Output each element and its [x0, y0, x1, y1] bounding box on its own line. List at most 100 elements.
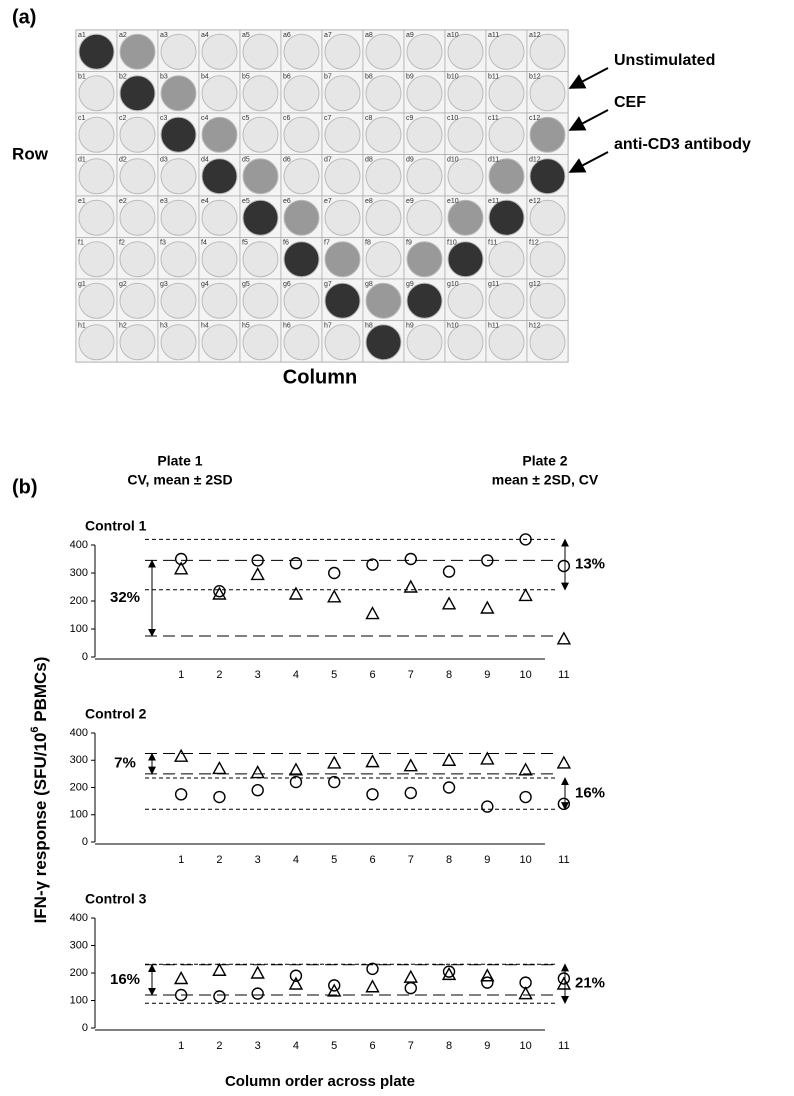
- circle-point: [444, 782, 455, 793]
- well-label: e9: [406, 198, 414, 205]
- well-label: b9: [406, 73, 414, 80]
- triangle-point: [520, 988, 532, 999]
- well: [448, 283, 483, 318]
- x-tick-label: 2: [216, 1040, 222, 1052]
- well-label: f2: [119, 239, 125, 246]
- well-label: d8: [365, 156, 373, 163]
- well-label: b8: [365, 73, 373, 80]
- well: [161, 283, 196, 318]
- well-label: g2: [119, 281, 127, 288]
- well-label: c11: [488, 115, 499, 122]
- well: [448, 117, 483, 152]
- y-tick-label: 100: [70, 623, 88, 635]
- well-label: a7: [324, 32, 332, 39]
- x-tick-label: 10: [519, 854, 531, 866]
- well: [448, 76, 483, 111]
- well: [161, 325, 196, 360]
- cv-label: 32%: [110, 589, 140, 606]
- x-tick-label: 6: [369, 854, 375, 866]
- x-tick-label: 1: [178, 854, 184, 866]
- x-tick-label: 5: [331, 854, 337, 866]
- well-label: a8: [365, 32, 373, 39]
- triangle-point: [252, 568, 264, 579]
- well: [325, 242, 360, 277]
- x-tick-label: 7: [408, 1040, 414, 1052]
- well-label: b5: [242, 73, 250, 80]
- well-label: a1: [78, 32, 86, 39]
- figure: (a) (b) Row Column Unstimulated CEF anti…: [0, 0, 794, 1096]
- well-label: g10: [447, 281, 459, 288]
- well: [284, 34, 319, 69]
- x-tick-label: 8: [446, 1040, 452, 1052]
- circle-point: [367, 789, 378, 800]
- triangle-point: [405, 581, 417, 592]
- x-tick-label: 3: [255, 1040, 261, 1052]
- y-tick-label: 400: [70, 539, 88, 551]
- circle-point: [329, 568, 340, 579]
- well-label: b11: [488, 73, 499, 80]
- plate-header: Plate 2: [522, 453, 567, 469]
- cv-label: 16%: [110, 971, 140, 988]
- well: [243, 34, 278, 69]
- well-label: f8: [365, 239, 371, 246]
- well: [284, 283, 319, 318]
- chart-title: Control 2: [85, 706, 147, 722]
- well-label: d7: [324, 156, 332, 163]
- well-label: a4: [201, 32, 209, 39]
- well-label: f3: [160, 239, 166, 246]
- cv-label: 7%: [114, 755, 136, 772]
- triangle-point: [175, 750, 187, 761]
- arrow: [570, 68, 608, 88]
- well: [161, 76, 196, 111]
- circle-point: [290, 558, 301, 569]
- well: [489, 283, 524, 318]
- cv-label: 13%: [575, 556, 605, 573]
- circle-point: [252, 988, 263, 999]
- well: [489, 242, 524, 277]
- well-label: e6: [283, 198, 291, 205]
- well-label: d6: [283, 156, 291, 163]
- y-tick-label: 0: [82, 651, 88, 663]
- well: [366, 242, 401, 277]
- well-label: c10: [447, 115, 458, 122]
- x-tick-label: 1: [178, 1040, 184, 1052]
- well: [284, 242, 319, 277]
- arrow: [570, 110, 608, 130]
- y-axis-label-part: PBMCs): [31, 657, 50, 727]
- y-axis-label-part: IFN-γ response (SFU/10: [31, 733, 50, 924]
- well: [120, 34, 155, 69]
- well-label: c8: [365, 115, 373, 122]
- well: [366, 34, 401, 69]
- well-label: b3: [160, 73, 168, 80]
- well-label: a6: [283, 32, 291, 39]
- x-tick-label: 11: [558, 669, 569, 681]
- circle-point: [558, 561, 569, 572]
- well: [407, 76, 442, 111]
- triangle-point: [252, 967, 264, 978]
- well: [489, 34, 524, 69]
- well: [325, 34, 360, 69]
- circle-point: [482, 801, 493, 812]
- well: [202, 283, 237, 318]
- well-label: f4: [201, 239, 207, 246]
- triangle-point: [367, 756, 379, 767]
- well-label: d5: [242, 156, 250, 163]
- well: [325, 159, 360, 194]
- well: [79, 242, 114, 277]
- well-label: h4: [201, 322, 209, 329]
- circle-point: [252, 785, 263, 796]
- plate-header: mean ± 2SD, CV: [492, 472, 599, 488]
- well: [530, 283, 565, 318]
- well: [530, 76, 565, 111]
- well: [243, 242, 278, 277]
- panel-label: (b): [12, 476, 38, 498]
- well-label: g8: [365, 281, 373, 288]
- triangle-point: [252, 767, 264, 778]
- well: [120, 200, 155, 235]
- well: [489, 117, 524, 152]
- x-tick-label: 9: [484, 854, 490, 866]
- x-tick-label: 7: [408, 669, 414, 681]
- well-label: d12: [529, 156, 541, 163]
- triangle-point: [443, 754, 455, 765]
- well-label: b12: [529, 73, 541, 80]
